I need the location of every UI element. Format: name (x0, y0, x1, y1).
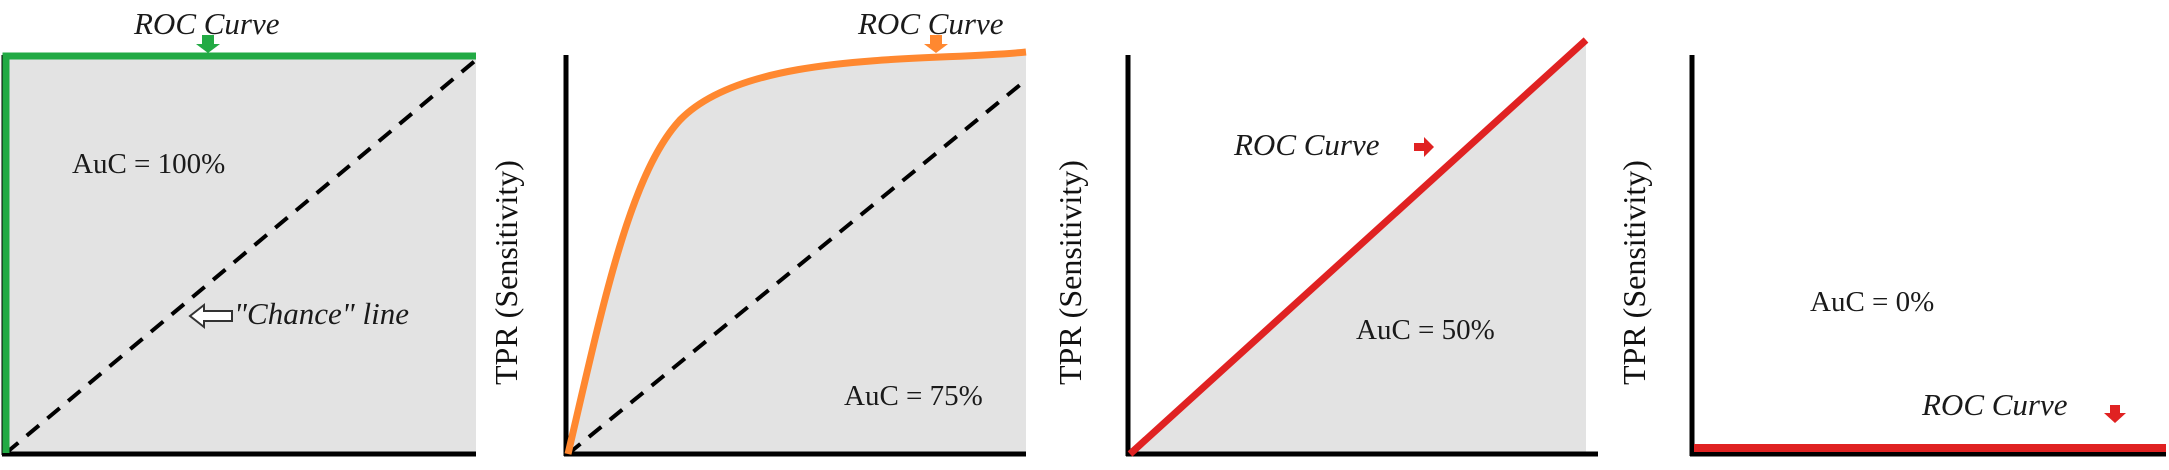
roc-plot-100 (1, 35, 478, 457)
chance-line-label: "Chance" line (234, 296, 409, 331)
arrow-down-icon (196, 35, 220, 53)
auc-area (568, 52, 1026, 454)
roc-plot-0 (1689, 55, 2166, 457)
chance-line (566, 78, 1028, 456)
panel-auc-75: TPR (Sensitivity) ROC Curve AuC = 75% (480, 0, 1040, 465)
roc-curve-line (564, 48, 1027, 455)
arrow-down-icon (2104, 405, 2126, 423)
roc-curve-label: ROC Curve (1922, 387, 2068, 422)
panel-auc-100: ROC Curve AuC = 100% "Chance" line (0, 0, 520, 465)
auc-label: AuC = 0% (1810, 286, 1935, 318)
roc-curve-line (1127, 37, 1589, 457)
roc-curve-label: ROC Curve (1234, 127, 1380, 162)
auc-label: AuC = 50% (1356, 314, 1495, 346)
arrow-left-icon (188, 302, 233, 330)
chance-line (4, 58, 478, 455)
roc-curve-label: ROC Curve (858, 6, 1004, 41)
roc-plot-75 (563, 35, 1028, 457)
panel-auc-0: TPR (Sensitivity) AuC = 0% ROC Curve (1600, 0, 2169, 465)
arrow-right-icon (1414, 137, 1434, 157)
roc-curve-line (2, 52, 476, 453)
auc-label: AuC = 100% (72, 148, 226, 180)
arrow-down-icon (924, 35, 948, 53)
auc-label: AuC = 75% (844, 380, 983, 412)
roc-plot-50 (1125, 37, 1598, 457)
panel-auc-50: TPR (Sensitivity) ROC Curve AuC = 50% (1040, 0, 1600, 465)
roc-curve-label: ROC Curve (134, 6, 280, 41)
